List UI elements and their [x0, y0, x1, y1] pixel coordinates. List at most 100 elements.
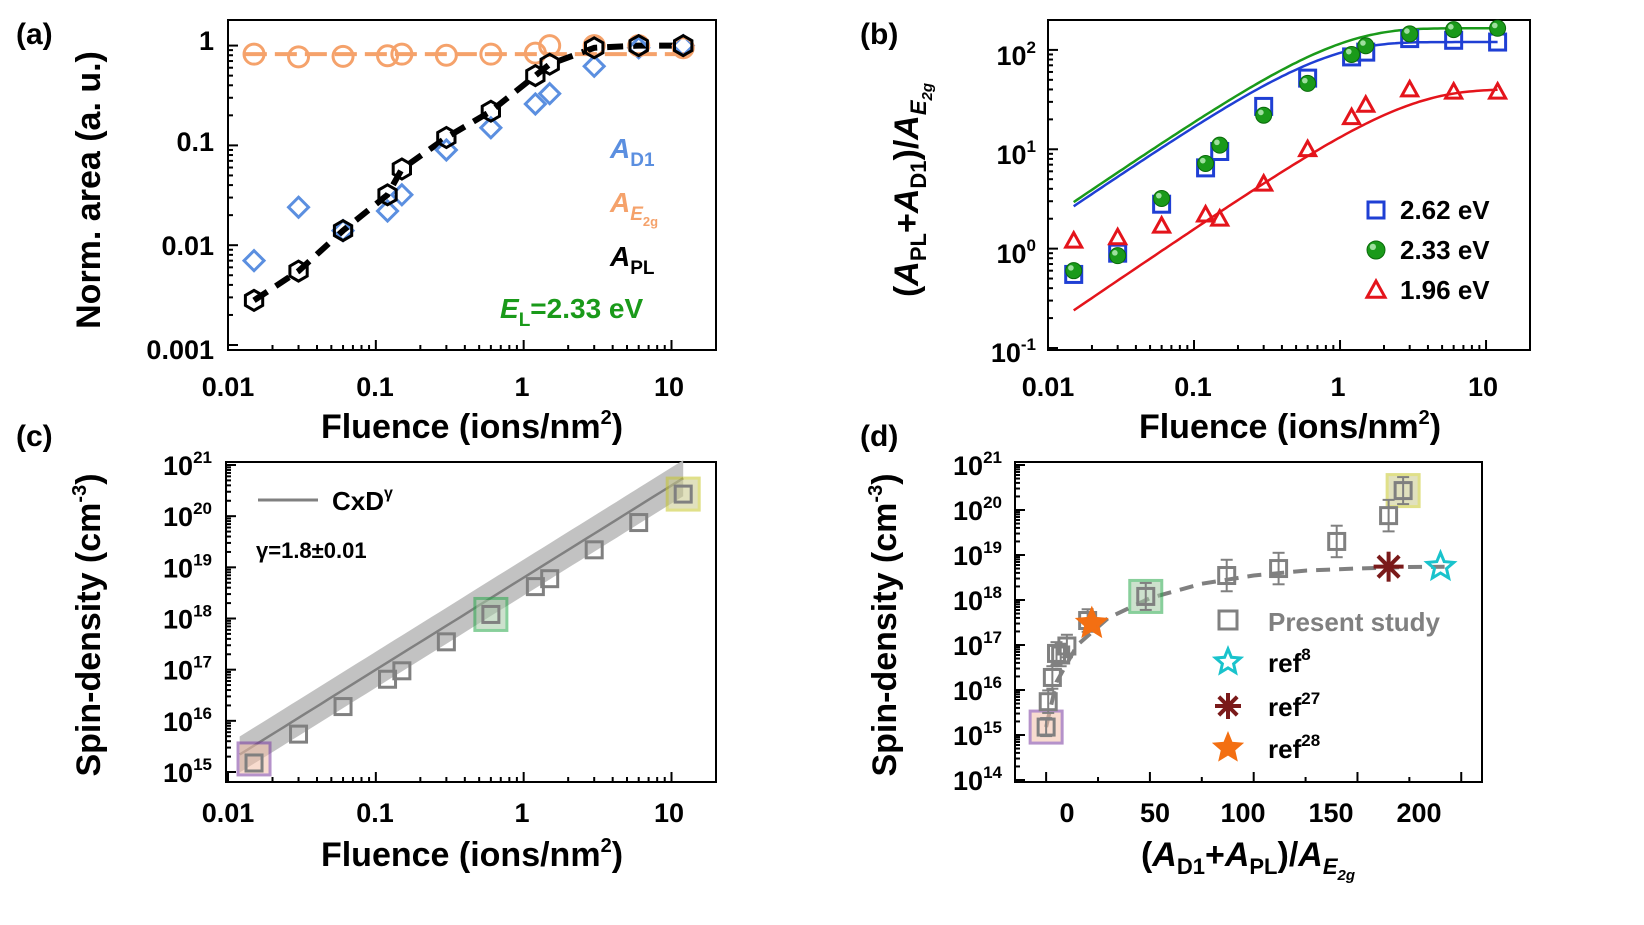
panel-a-ytick-label: 0.01: [161, 231, 214, 261]
panel-a-xlabel: Fluence (ions/nm2): [321, 407, 623, 446]
point-c: [333, 697, 353, 717]
point-a_pl: [673, 33, 694, 58]
point-b-2: [1107, 226, 1129, 246]
panel-c-xtick-label: 0.01: [202, 798, 255, 828]
panel-c-ytick-label: 1016: [163, 704, 212, 737]
panel-d-plot-area: [1015, 464, 1463, 782]
point-a_d1: [582, 54, 607, 79]
point-a_d1: [434, 137, 459, 163]
point-b-1: [1197, 154, 1215, 172]
panel-a-ytick-label: 0.1: [176, 127, 214, 157]
ytick-exp: 15: [193, 755, 212, 774]
point-b-1: [1489, 19, 1507, 37]
ytick-base: 10: [953, 676, 983, 706]
ytick-exp: 18: [983, 583, 1002, 602]
point-b-1: [1401, 25, 1419, 43]
legend-d-present-study: Present study: [1268, 607, 1440, 637]
point-b-1-highlight: [1112, 250, 1118, 256]
legend-b-196: 1.96 eV: [1400, 275, 1490, 305]
legend-marker-ref8: [1211, 645, 1245, 676]
panel-a: (a) 0.01 0.1 1 10 0.001 0.01 0.1 1 Fluen…: [16, 18, 717, 446]
ytick-exp: 17: [193, 653, 212, 672]
panel-c-xlabel: Fluence (ions/nm2): [321, 835, 623, 874]
highlight-box: [665, 476, 701, 512]
panel-c-xticks: 0.01 0.1 1 10: [202, 798, 684, 828]
legend-d-ref8: ref8: [1268, 645, 1311, 678]
panel-b-label: (b): [860, 18, 898, 51]
point-a_pl: [377, 183, 398, 207]
point-a_pl: [243, 288, 265, 313]
panel-b-ylabel: (APL+AD1)/AE2g: [888, 83, 936, 297]
ytick-exp: 19: [983, 538, 1002, 557]
panel-a-xticks: 0.01 0.1 1 10: [202, 372, 684, 402]
ytick-base: 10: [163, 605, 193, 635]
point-present-study: [1379, 506, 1399, 526]
point-present-study: [1042, 667, 1062, 687]
panel-a-ylabel: Norm. area (a. u.): [70, 51, 108, 329]
ytick-exp: 20: [983, 493, 1002, 512]
panel-b-xtick-label: 1: [1330, 372, 1345, 402]
panel-b-plot-area: [1047, 19, 1531, 350]
point-c: [289, 724, 309, 744]
point-b-1-highlight: [1068, 265, 1074, 271]
panel-c-annotation: γ=1.8±0.01: [256, 538, 367, 563]
legend-c-fit-label: CxDγ: [332, 485, 393, 516]
ytick-exp: 18: [193, 602, 212, 621]
panel-a-plot-area: [227, 33, 717, 350]
legend-b-233: 2.33 eV: [1400, 235, 1490, 265]
ytick-base: 10: [953, 496, 983, 526]
point-c: [436, 632, 456, 652]
legend-a-e2g: AE2g: [609, 187, 658, 229]
point-a_pl: [436, 125, 457, 150]
panel-c-ytick-label: 1017: [163, 653, 212, 686]
point-b-1-highlight: [1258, 109, 1264, 116]
point-b-1: [1065, 262, 1083, 280]
point-present-study: [1036, 717, 1056, 737]
ytick-base: 10: [163, 758, 193, 788]
panel-c-ylabel: Spin-density (cm-3): [69, 473, 108, 776]
panel-d-ylabel: Spin-density (cm-3): [865, 473, 904, 776]
point-b-1: [1109, 247, 1127, 265]
panel-d-ytick-label: 1015: [953, 718, 1002, 751]
point-b-1: [1357, 37, 1375, 55]
ytick-base: 10: [163, 502, 193, 532]
point-b-2: [1487, 80, 1509, 100]
ytick-base: 10: [953, 541, 983, 571]
point-c: [584, 540, 604, 560]
panel-b-xticks: 0.01 0.1 1 10: [1022, 372, 1498, 402]
ytick-base: 10: [953, 766, 983, 796]
panel-d-xticks: 0 50 100 150 200: [1059, 798, 1441, 828]
legend-a-d1: AD1: [609, 133, 655, 171]
point-b-1-highlight: [1345, 48, 1352, 55]
panel-c-plot-area: [226, 460, 717, 782]
panel-d-label: (d): [860, 420, 898, 453]
panel-a-label: (a): [16, 18, 53, 51]
point-b-1: [1299, 74, 1317, 92]
ytick-exp: 20: [193, 499, 212, 518]
panel-d-ytick-label: 1020: [953, 493, 1002, 526]
point-a_pl: [288, 259, 309, 283]
point-b-1-highlight: [1156, 192, 1162, 199]
legend-marker-ref28: [1211, 731, 1245, 762]
panel-d-ytick-label: 1021: [953, 448, 1002, 481]
point-a_d1: [286, 195, 311, 220]
point-present-study: [1269, 559, 1289, 579]
point-a_pl: [539, 52, 560, 76]
panel-b-ytick-label: 10-1: [991, 335, 1036, 368]
ytick-exp: 16: [193, 704, 212, 723]
point-a_e2g: [242, 42, 266, 66]
legend-marker-b-233-highlight: [1369, 243, 1376, 251]
panel-c-ytick-label: 1015: [163, 755, 212, 788]
legend-a-pl: APL: [609, 241, 655, 279]
point-b-1-highlight: [1214, 139, 1220, 146]
panel-a-xtick-label: 10: [654, 372, 684, 402]
panel-b-ytick-label: 102: [996, 38, 1036, 71]
point-b-2: [1253, 172, 1275, 192]
panel-d-xlabel: (AD1+APL)/AE2g: [1141, 836, 1355, 884]
point-b-1: [1343, 45, 1361, 63]
point-a_d1: [241, 248, 267, 273]
panel-c-ytick-label: 1021: [163, 448, 212, 481]
point-b-2: [1151, 214, 1173, 234]
